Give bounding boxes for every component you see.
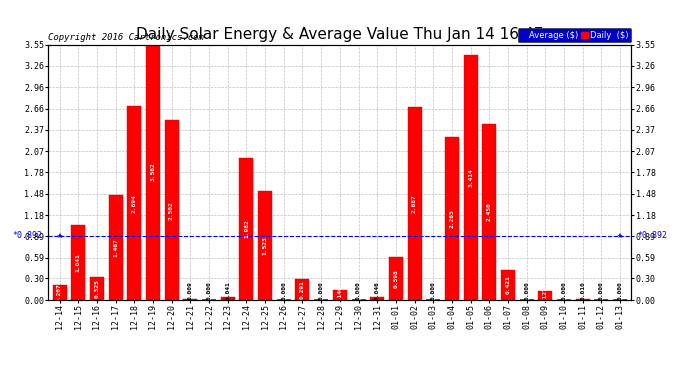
Bar [165, 120, 179, 300]
Text: 0.000: 0.000 [431, 281, 436, 300]
Text: 1.523: 1.523 [263, 236, 268, 255]
Bar [184, 299, 197, 300]
Text: 0.009: 0.009 [188, 281, 193, 300]
Text: *0.892: *0.892 [12, 231, 43, 240]
Bar [501, 270, 515, 300]
Text: 0.010: 0.010 [580, 281, 585, 300]
Bar [71, 225, 85, 300]
Text: 1.467: 1.467 [113, 238, 118, 256]
Text: 0.000: 0.000 [319, 281, 324, 300]
Text: 0.421: 0.421 [506, 276, 511, 294]
Text: 0.000: 0.000 [206, 281, 212, 300]
Text: 0.146: 0.146 [337, 285, 342, 304]
Text: 2.450: 2.450 [487, 202, 492, 221]
Text: 0.127: 0.127 [543, 286, 548, 305]
Text: Copyright 2016 Cartronics.com: Copyright 2016 Cartronics.com [48, 33, 204, 42]
Text: 1.041: 1.041 [76, 253, 81, 272]
Text: 3.414: 3.414 [468, 168, 473, 187]
Text: 0.291: 0.291 [300, 280, 305, 299]
Text: 0.598: 0.598 [393, 269, 398, 288]
Text: *0.892: *0.892 [637, 231, 667, 240]
Text: 3.562: 3.562 [150, 163, 155, 182]
Bar [258, 190, 272, 300]
Text: 2.694: 2.694 [132, 194, 137, 213]
Text: 2.502: 2.502 [169, 201, 174, 219]
Text: 0.000: 0.000 [524, 281, 529, 300]
Bar [408, 107, 422, 300]
Text: 0.000: 0.000 [618, 281, 622, 300]
Text: 0.000: 0.000 [356, 281, 361, 300]
Bar [575, 299, 590, 300]
Text: 0.000: 0.000 [282, 281, 286, 300]
Legend: Average ($), Daily  ($): Average ($), Daily ($) [518, 28, 631, 42]
Text: 0.000: 0.000 [562, 281, 566, 300]
Text: 1.982: 1.982 [244, 219, 249, 238]
Bar [221, 297, 235, 300]
Text: 0.046: 0.046 [375, 281, 380, 300]
Bar [389, 257, 403, 300]
Bar [146, 44, 160, 300]
Bar [333, 290, 347, 300]
Bar [295, 279, 309, 300]
Bar [90, 277, 104, 300]
Bar [538, 291, 553, 300]
Text: 2.265: 2.265 [449, 209, 455, 228]
Text: 0.041: 0.041 [225, 281, 230, 300]
Bar [371, 297, 384, 300]
Text: 0.325: 0.325 [95, 279, 99, 298]
Text: 0.000: 0.000 [599, 281, 604, 300]
Text: 2.687: 2.687 [412, 194, 417, 213]
Bar [445, 137, 459, 300]
Bar [482, 124, 496, 300]
Bar [127, 106, 141, 300]
Bar [239, 158, 253, 300]
Bar [108, 195, 123, 300]
Bar [52, 285, 66, 300]
Text: 0.207: 0.207 [57, 283, 62, 302]
Title: Daily Solar Energy & Average Value Thu Jan 14 16:47: Daily Solar Energy & Average Value Thu J… [136, 27, 544, 42]
Bar [464, 55, 477, 300]
